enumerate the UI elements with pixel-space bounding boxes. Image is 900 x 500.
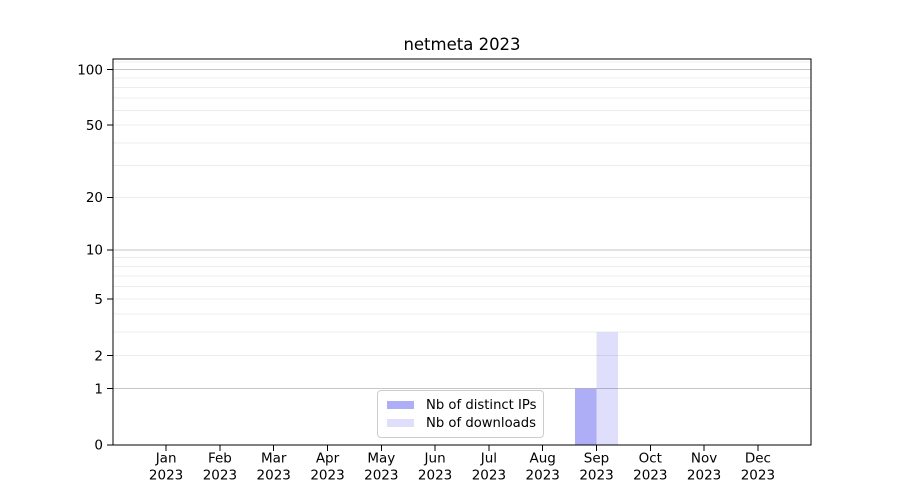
x-tick-label-year: 2023	[364, 468, 398, 484]
bar-downloads	[596, 332, 619, 445]
legend-swatch-distinct-ips-icon	[387, 401, 414, 409]
x-tick-label-month: Nov	[691, 451, 717, 467]
x-tick-label-year: 2023	[633, 468, 667, 484]
x-tick-label-month: Jan	[155, 451, 177, 467]
y-tick-label: 20	[86, 190, 103, 206]
x-tick-label-month: Aug	[530, 451, 556, 467]
x-tick-label-month: Jun	[424, 451, 446, 467]
legend: Nb of distinct IPs Nb of downloads	[377, 390, 544, 438]
legend-item-downloads: Nb of downloads	[387, 416, 543, 431]
x-tick-label-year: 2023	[579, 468, 613, 484]
plot-border	[112, 58, 812, 446]
y-tick-label: 0	[94, 438, 103, 454]
x-tick-label-month: Feb	[208, 451, 232, 467]
legend-item-distinct-ips: Nb of distinct IPs	[387, 398, 543, 413]
y-tick-label: 1	[94, 381, 103, 397]
x-tick-label-month: Jul	[480, 451, 497, 467]
x-tick-label-month: Dec	[745, 451, 771, 467]
x-tick-label-year: 2023	[418, 468, 452, 484]
x-tick-label-month: May	[367, 451, 395, 467]
x-tick-label-year: 2023	[741, 468, 775, 484]
legend-label-distinct-ips: Nb of distinct IPs	[426, 397, 537, 413]
x-tick-label-month: Mar	[261, 451, 287, 467]
y-tick-label: 10	[86, 243, 103, 259]
legend-label-downloads: Nb of downloads	[426, 415, 536, 431]
chart-title: netmeta 2023	[403, 35, 521, 54]
x-tick-label-year: 2023	[149, 468, 183, 484]
x-tick-label-year: 2023	[203, 468, 237, 484]
x-tick-label-year: 2023	[472, 468, 506, 484]
y-tick-label: 50	[86, 118, 103, 134]
x-tick-label-month: Apr	[316, 451, 340, 467]
x-tick-label-month: Sep	[584, 451, 609, 467]
y-tick-label: 2	[94, 348, 103, 364]
x-tick-label-year: 2023	[257, 468, 291, 484]
y-tick-label: 100	[77, 62, 103, 78]
y-tick-label: 5	[94, 292, 103, 308]
x-tick-label-year: 2023	[526, 468, 560, 484]
x-tick-label-month: Oct	[639, 451, 662, 467]
bar-distinct-ips	[574, 388, 597, 445]
x-tick-label-year: 2023	[310, 468, 344, 484]
legend-swatch-downloads-icon	[387, 419, 414, 427]
x-tick-label-year: 2023	[687, 468, 721, 484]
